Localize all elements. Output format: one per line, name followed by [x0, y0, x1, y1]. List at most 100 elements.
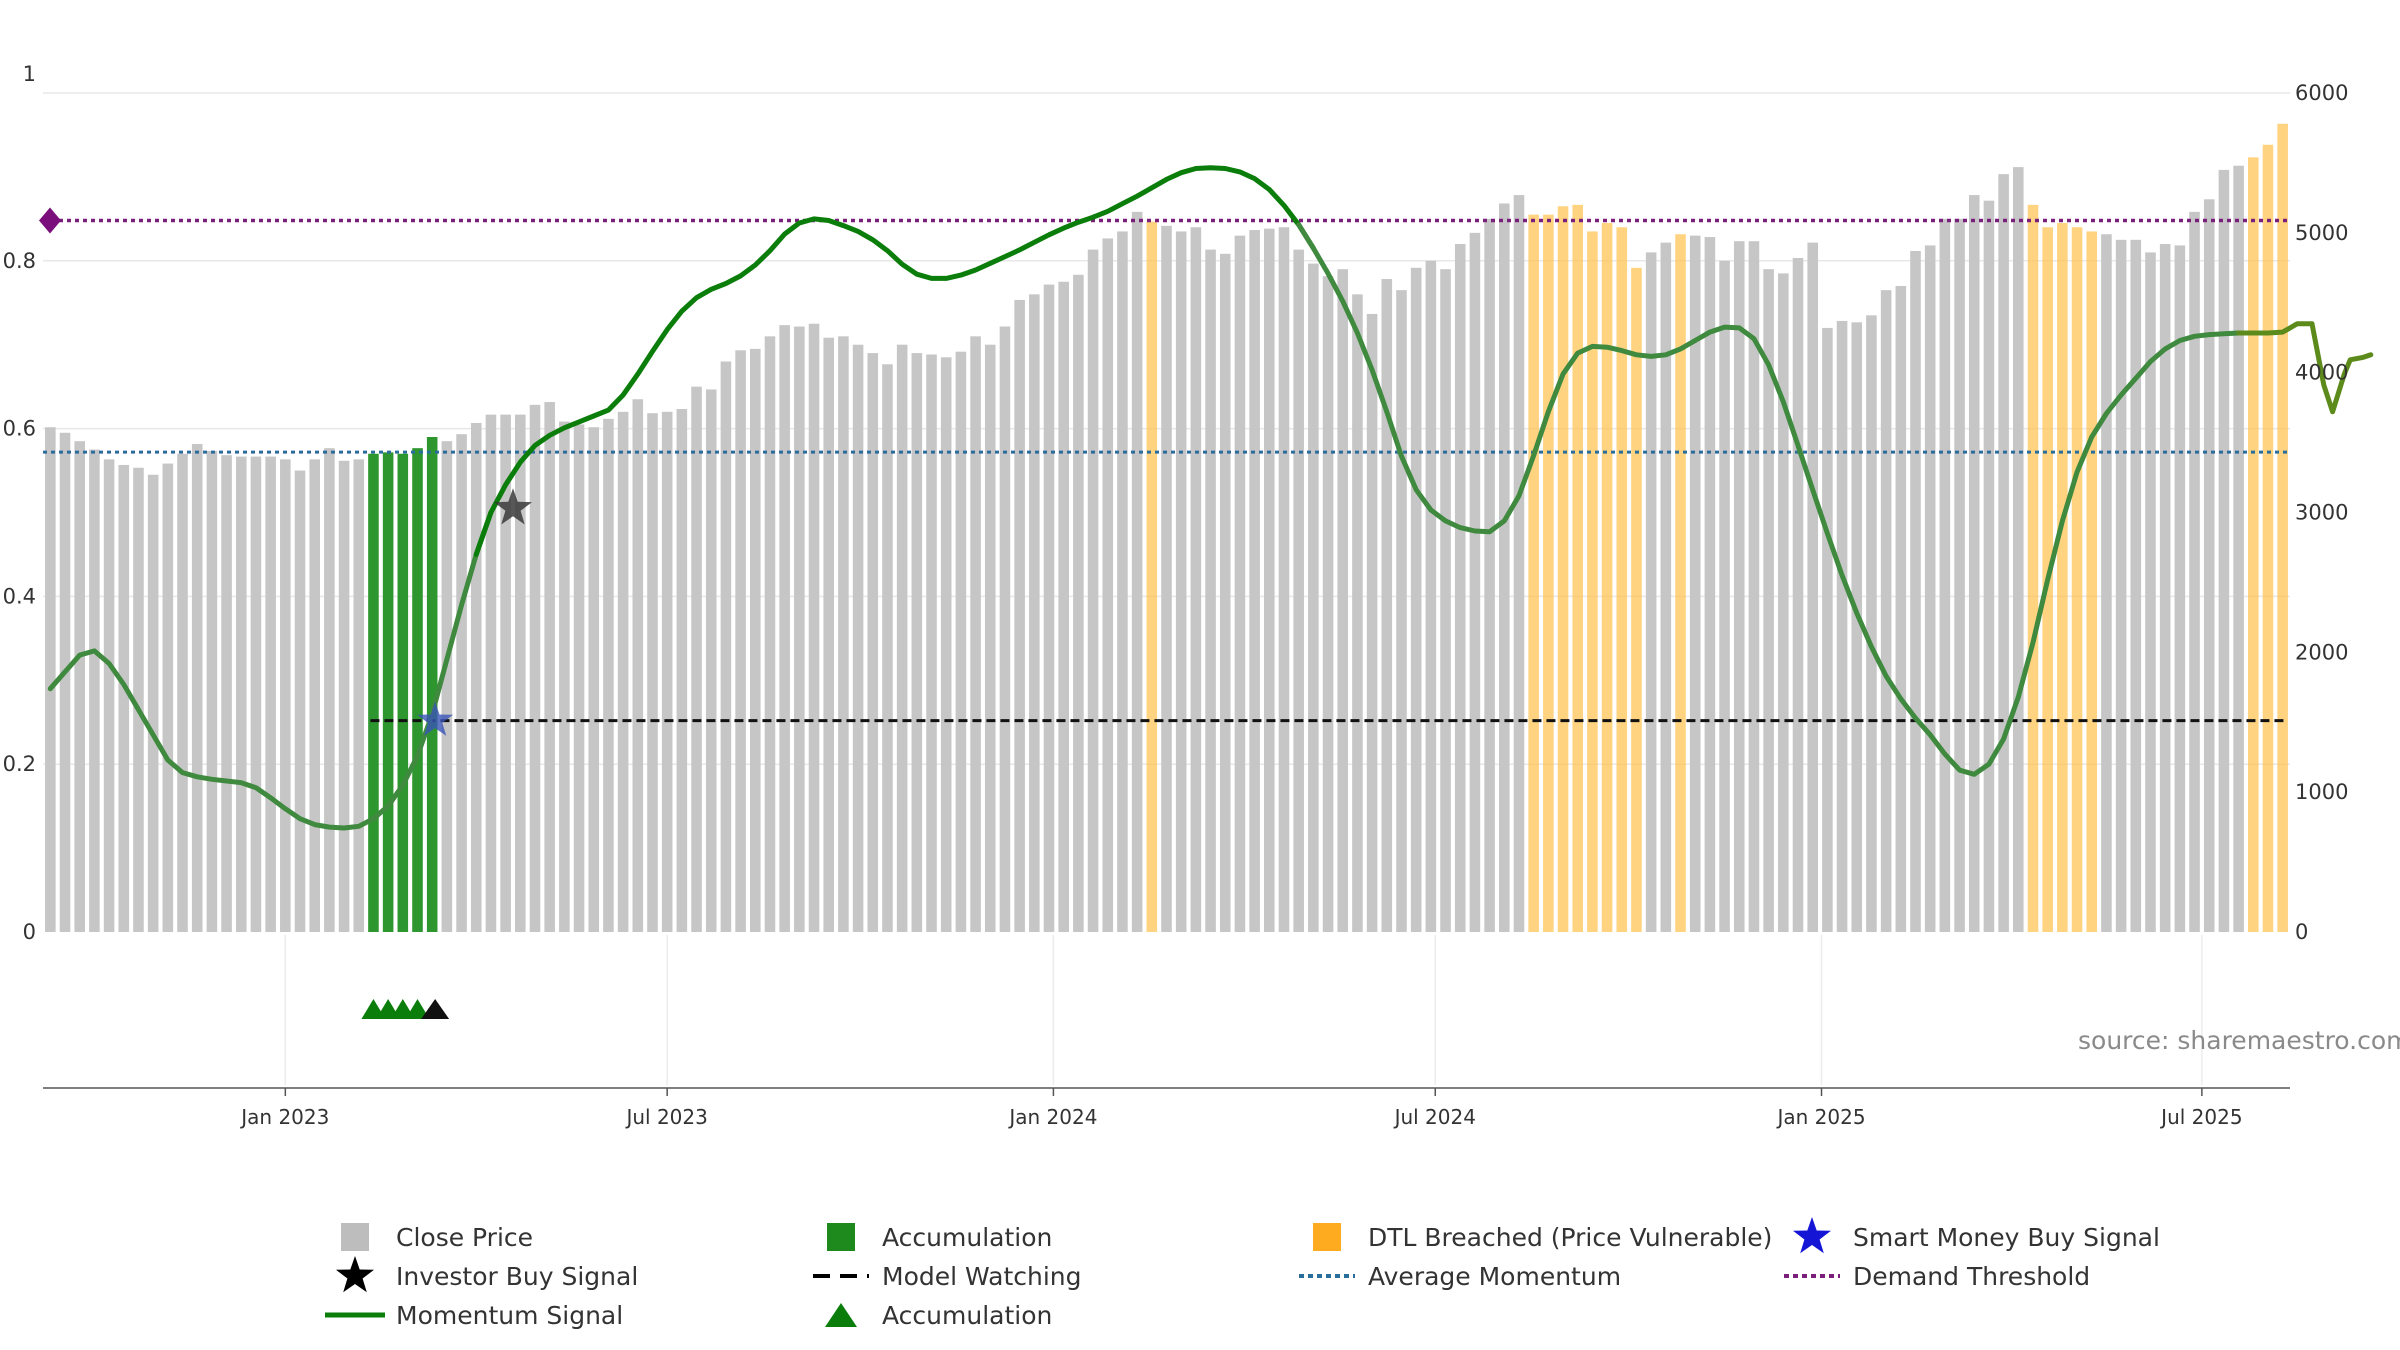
legend-item: Close Price: [341, 1223, 533, 1252]
close-price-bar: [691, 386, 702, 932]
source-note: source: sharemaestro.com: [2078, 1026, 2400, 1055]
close-price-bar: [1264, 228, 1275, 933]
legend-item: Accumulation: [827, 1223, 1052, 1252]
investor-buy-signal-star: [493, 488, 532, 525]
right-axis-tick-label: 6000: [2295, 81, 2348, 105]
accumulation-triangle: [405, 999, 430, 1019]
close-price-bar: [1763, 269, 1774, 932]
close-price-bar: [2159, 244, 2171, 932]
dtl-breached-bar: [2071, 227, 2083, 933]
close-price-bar: [206, 450, 218, 932]
close-price-bar: [1983, 200, 1995, 933]
close-price-bar: [1117, 231, 1128, 932]
close-price-bar: [515, 414, 526, 932]
x-axis: Jan 2023 Jul 2023 Jan 2024 Jul 2024 Jan 2025…: [43, 1087, 2290, 1129]
close-price-bar: [1836, 320, 1848, 932]
x-axis-tick-label: Jan 2025: [1775, 1105, 1865, 1129]
threshold-lines: [39, 207, 2288, 723]
close-price-bar: [103, 459, 115, 932]
close-price-bar: [867, 353, 879, 933]
price-bars: [45, 123, 2288, 933]
legend-label: Close Price: [396, 1223, 533, 1252]
close-price-bar: [1513, 195, 1525, 932]
legend-label: Smart Money Buy Signal: [1853, 1223, 2160, 1252]
close-price-bar: [2189, 211, 2200, 932]
close-price-bar: [588, 427, 600, 932]
legend-item: DTL Breached (Price Vulnerable): [1313, 1223, 1772, 1252]
close-price-bar: [764, 336, 776, 932]
legend-label: DTL Breached (Price Vulnerable): [1368, 1223, 1772, 1252]
accumulation-bar: [368, 453, 379, 932]
close-price-bar: [647, 413, 658, 932]
close-price-bar: [1704, 237, 1716, 933]
close-price-bar: [1660, 242, 1672, 932]
close-price-bar: [794, 326, 805, 932]
close-price-bar: [559, 421, 570, 932]
close-price-bar: [485, 414, 497, 932]
momentum-signal-segment: [2236, 321, 2374, 415]
close-price-bar: [2174, 245, 2186, 932]
close-price-bar: [1219, 253, 1231, 932]
close-price-bar: [1851, 322, 1863, 932]
close-price-bar: [324, 448, 335, 932]
close-price-bar: [1807, 242, 1818, 932]
close-price-bar: [162, 463, 174, 932]
close-price-bar: [1190, 227, 1202, 933]
triangle-icon: [825, 1303, 857, 1327]
dtl-breached-bar: [1146, 221, 1158, 932]
close-price-bar: [1322, 276, 1334, 933]
close-price-bar: [235, 456, 247, 932]
dtl-breached-bar: [1616, 227, 1628, 933]
left-axis-tick-label: 0.4: [3, 584, 36, 608]
left-axis-tick-label: 0.6: [3, 417, 36, 441]
right-axis-tick-label: 0: [2295, 920, 2308, 944]
dtl-breached-bar: [2057, 223, 2068, 933]
close-price-bar: [1454, 244, 1466, 932]
close-price-bar: [1175, 231, 1187, 932]
close-price-bar: [1866, 315, 1877, 933]
close-price-bar: [852, 344, 864, 932]
close-price-bar: [1029, 294, 1040, 932]
close-price-bar: [838, 336, 849, 932]
dtl-breached-bar: [1572, 204, 1584, 932]
close-price-bar: [353, 459, 365, 932]
left-axis-tick-label: 0.8: [3, 249, 36, 273]
close-price-bar: [338, 460, 350, 932]
close-price-bar: [2203, 199, 2215, 933]
close-price-bar: [749, 348, 761, 932]
legend-item: Demand Threshold: [1784, 1262, 2090, 1291]
close-price-bar: [191, 443, 203, 932]
close-price-bar: [1910, 251, 1921, 933]
smart-money-buy-signal-star: [417, 701, 454, 736]
close-price-bar: [661, 411, 673, 932]
close-price-bar: [470, 423, 482, 932]
close-price-bar: [2130, 239, 2142, 932]
close-price-bar: [926, 354, 937, 932]
close-price-bar: [1733, 241, 1745, 932]
dtl-breached-bar: [2247, 157, 2259, 932]
close-price-bar: [2145, 252, 2156, 932]
lower-panel: [361, 999, 450, 1019]
close-price-bar: [970, 336, 981, 932]
close-price-bar: [147, 474, 159, 932]
close-price-bar: [940, 357, 952, 932]
legend-item: Investor Buy Signal: [336, 1256, 638, 1293]
accumulation-bar: [382, 452, 394, 932]
close-price-bar: [1968, 195, 1980, 932]
close-price-bar: [1102, 238, 1114, 933]
close-price-bar: [1205, 249, 1216, 932]
close-price-bar: [456, 434, 467, 932]
close-price-bar: [999, 326, 1011, 932]
dtl-breached-bar: [1557, 206, 1569, 932]
close-price-bar: [1498, 203, 1510, 933]
close-price-bar: [1645, 252, 1657, 932]
x-axis-tick-label: Jan 2024: [1007, 1105, 1097, 1129]
left-axis-tick-label: 1: [23, 62, 36, 86]
close-price-bar: [705, 389, 717, 932]
close-price-bar: [1293, 249, 1304, 932]
close-price-bar: [221, 455, 232, 932]
close-price-bar: [309, 459, 320, 932]
legend-item: Accumulation: [825, 1301, 1052, 1330]
close-price-bar: [1352, 294, 1363, 932]
close-price-bar: [1308, 263, 1319, 932]
